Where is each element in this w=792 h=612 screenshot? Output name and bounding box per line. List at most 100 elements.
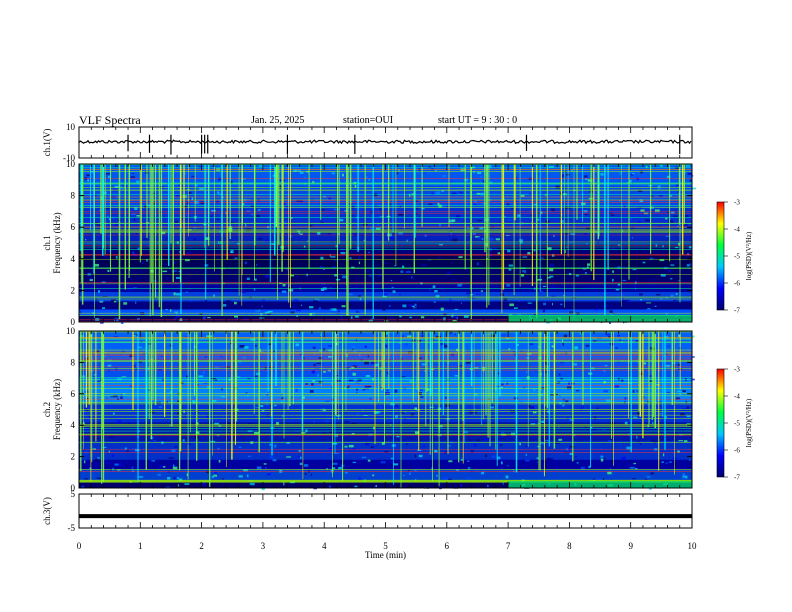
psd-speckle — [474, 443, 477, 447]
psd-speckle — [533, 284, 536, 287]
psd-speckle — [132, 253, 138, 257]
x-tick-label: 9 — [628, 541, 633, 551]
psd-speckle — [516, 313, 522, 316]
psd-speckle — [197, 384, 199, 386]
psd-speckle — [167, 477, 171, 480]
psd-speckle — [349, 367, 351, 371]
psd-speckle — [581, 202, 586, 205]
psd-speckle — [448, 460, 453, 463]
psd-speckle — [373, 486, 377, 488]
psd-speckle — [250, 338, 256, 341]
psd-speckle — [128, 287, 132, 291]
psd-speckle — [349, 379, 354, 382]
psd-speckle — [80, 377, 86, 380]
psd-speckle — [186, 212, 190, 216]
psd-speckle — [396, 172, 399, 175]
psd-speckle — [537, 422, 539, 425]
psd-speckle — [662, 468, 665, 470]
psd-speckle — [123, 185, 125, 188]
psd-speckle — [619, 171, 622, 175]
psd-speckle — [180, 382, 184, 385]
psd-speckle — [229, 221, 234, 224]
psd-speckle — [521, 271, 525, 274]
psd-speckle — [189, 247, 192, 249]
y-tick-label: 4 — [71, 420, 76, 430]
psd-speckle — [186, 375, 188, 377]
psd-speckle — [409, 380, 413, 383]
intensity-band — [79, 282, 692, 292]
psd-speckle — [533, 203, 538, 206]
psd-speckle — [672, 463, 678, 465]
psd-speckle — [683, 477, 686, 481]
psd-speckle — [217, 469, 220, 472]
date-label: Jan. 25, 2025 — [251, 115, 305, 126]
psd-speckle — [136, 180, 140, 183]
psd-speckle — [438, 204, 442, 208]
psd-speckle — [421, 334, 424, 337]
psd-speckle — [640, 170, 643, 174]
psd-speckle — [96, 477, 102, 479]
psd-speckle — [593, 340, 597, 342]
psd-speckle — [337, 310, 340, 312]
psd-speckle — [382, 308, 386, 311]
psd-speckle — [501, 383, 504, 386]
psd-speckle — [199, 187, 204, 191]
psd-speckle — [390, 244, 394, 246]
psd-speckle — [682, 475, 688, 479]
psd-speckle — [218, 460, 221, 463]
psd-speckle — [207, 385, 211, 389]
psd-speckle — [372, 474, 375, 477]
psd-speckle — [296, 309, 301, 312]
psd-speckle — [562, 404, 565, 407]
psd-speckle — [356, 391, 358, 394]
psd-speckle — [223, 301, 228, 303]
psd-speckle — [678, 258, 681, 260]
psd-speckle — [394, 265, 396, 267]
psd-speckle — [500, 467, 503, 470]
psd-speckle — [394, 470, 397, 473]
psd-speckle — [481, 238, 484, 240]
psd-speckle — [523, 386, 528, 389]
psd-speckle — [450, 353, 455, 357]
psd-speckle — [564, 250, 566, 253]
psd-speckle — [603, 457, 606, 460]
psd-speckle — [191, 175, 195, 178]
psd-speckle — [328, 233, 331, 235]
psd-speckle — [146, 183, 149, 186]
psd-speckle — [446, 205, 448, 208]
psd-speckle — [114, 224, 120, 226]
psd-speckle — [520, 350, 524, 353]
psd-speckle — [352, 215, 354, 217]
psd-speckle — [503, 216, 507, 218]
psd-speckle — [307, 240, 309, 242]
psd-speckle — [615, 347, 618, 349]
psd-speckle — [403, 382, 407, 386]
psd-speckle — [501, 334, 506, 337]
psd-speckle — [627, 179, 630, 182]
psd-speckle — [206, 414, 209, 418]
psd-speckle — [479, 176, 483, 178]
psd-speckle — [519, 239, 523, 242]
psd-speckle — [677, 390, 682, 393]
psd-speckle — [342, 275, 347, 279]
psd-speckle — [600, 458, 604, 462]
psd-speckle — [335, 233, 338, 235]
psd-speckle — [603, 390, 608, 393]
psd-speckle — [545, 439, 549, 442]
psd-speckle — [341, 316, 343, 320]
psd-speckle — [470, 166, 476, 169]
psd-speckle — [216, 369, 218, 372]
psd-speckle — [364, 361, 369, 365]
psd-speckle — [269, 443, 271, 446]
psd-speckle — [414, 470, 417, 472]
psd-speckle — [429, 406, 434, 408]
psd-speckle — [322, 164, 325, 167]
psd-speckle — [375, 263, 381, 265]
psd-speckle — [658, 185, 661, 187]
psd-speckle — [192, 400, 196, 404]
psd-speckle — [199, 313, 203, 315]
psd-speckle — [336, 285, 341, 287]
psd-speckle — [602, 207, 606, 210]
psd-speckle — [584, 272, 587, 275]
psd-speckle — [666, 392, 670, 394]
